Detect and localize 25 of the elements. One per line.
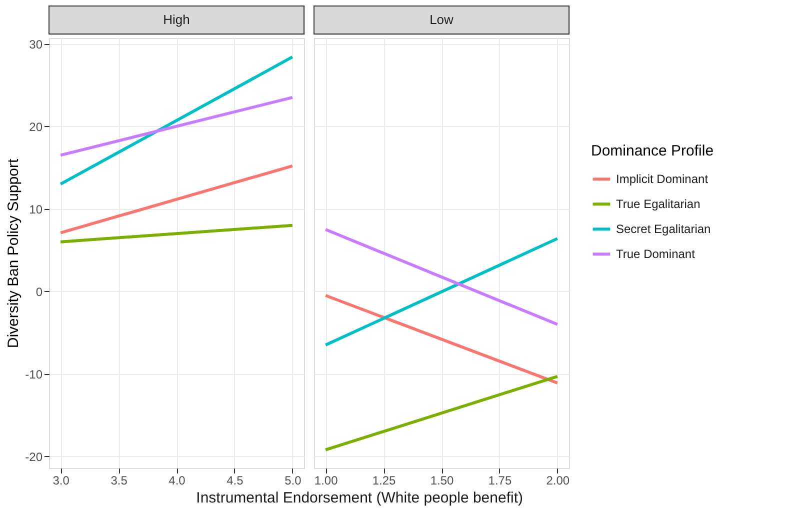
legend-label: True Dominant: [616, 247, 696, 262]
x-axis-title: Instrumental Endorsement (White people benefit): [196, 490, 523, 506]
y-axis-title: Diversity Ban Policy Support: [5, 158, 22, 348]
x-tick-label: 3.0: [52, 474, 70, 488]
chart-title: High: [163, 12, 190, 27]
y-tick-label: 20: [29, 120, 43, 134]
y-tick-label: -10: [25, 367, 43, 382]
y-tick-label: -20: [25, 450, 43, 464]
x-tick-label: 4.5: [226, 474, 244, 488]
legend-label: Secret Egalitarian: [616, 222, 711, 236]
x-tick-label: 1.75: [488, 474, 512, 488]
legend-label: Implicit Dominant: [616, 172, 709, 186]
x-tick-label: 4.0: [168, 474, 186, 488]
x-tick-label: 5.0: [284, 474, 302, 488]
chart-title: Low: [430, 12, 454, 27]
legend-title: Dominance Profile: [591, 142, 714, 160]
x-tick-label: 1.25: [372, 474, 396, 488]
y-tick-label: 30: [29, 37, 43, 52]
x-tick-label: 1.00: [314, 474, 338, 488]
y-tick-label: 10: [29, 202, 43, 216]
y-tick-label: 0: [36, 284, 43, 299]
legend-label: True Egalitarian: [616, 197, 700, 212]
x-tick-label: 1.50: [430, 474, 454, 488]
x-tick-label: 3.5: [110, 474, 128, 488]
x-tick-label: 2.00: [546, 474, 570, 488]
